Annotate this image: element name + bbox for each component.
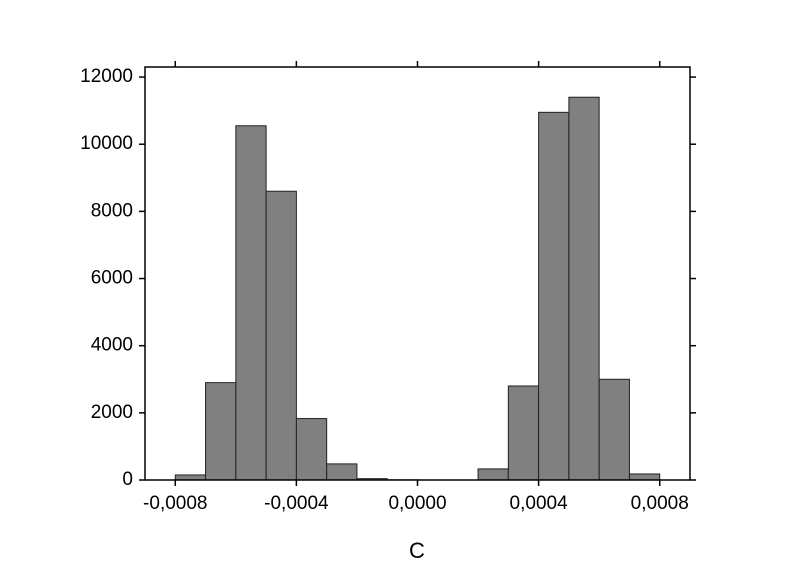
bar bbox=[568, 96, 600, 481]
bar bbox=[265, 190, 297, 481]
x-tick-label: 0,0004 bbox=[510, 493, 569, 514]
x-tick-label: -0,0004 bbox=[264, 493, 329, 514]
y-tick-label: 4000 bbox=[91, 335, 133, 356]
bar bbox=[628, 473, 661, 481]
bar bbox=[538, 111, 570, 481]
x-tick-label: 0,0000 bbox=[388, 493, 446, 514]
x-tick-label: 0,0008 bbox=[631, 493, 689, 514]
bar bbox=[205, 382, 237, 481]
bar bbox=[477, 468, 509, 481]
bar bbox=[295, 418, 328, 481]
y-tick-label: 10000 bbox=[80, 133, 133, 154]
y-tick-label: 6000 bbox=[91, 268, 133, 289]
bar bbox=[235, 125, 267, 481]
y-tick-label: 8000 bbox=[91, 200, 133, 221]
y-tick-label: 2000 bbox=[91, 402, 133, 423]
bar bbox=[326, 463, 358, 481]
y-tick-label: 0 bbox=[122, 469, 133, 490]
bar bbox=[507, 385, 540, 481]
x-axis-label: C bbox=[409, 538, 425, 563]
y-tick-label: 12000 bbox=[80, 66, 133, 87]
bar bbox=[598, 378, 630, 481]
x-tick-label: -0,0008 bbox=[143, 493, 207, 514]
bar bbox=[174, 474, 207, 481]
